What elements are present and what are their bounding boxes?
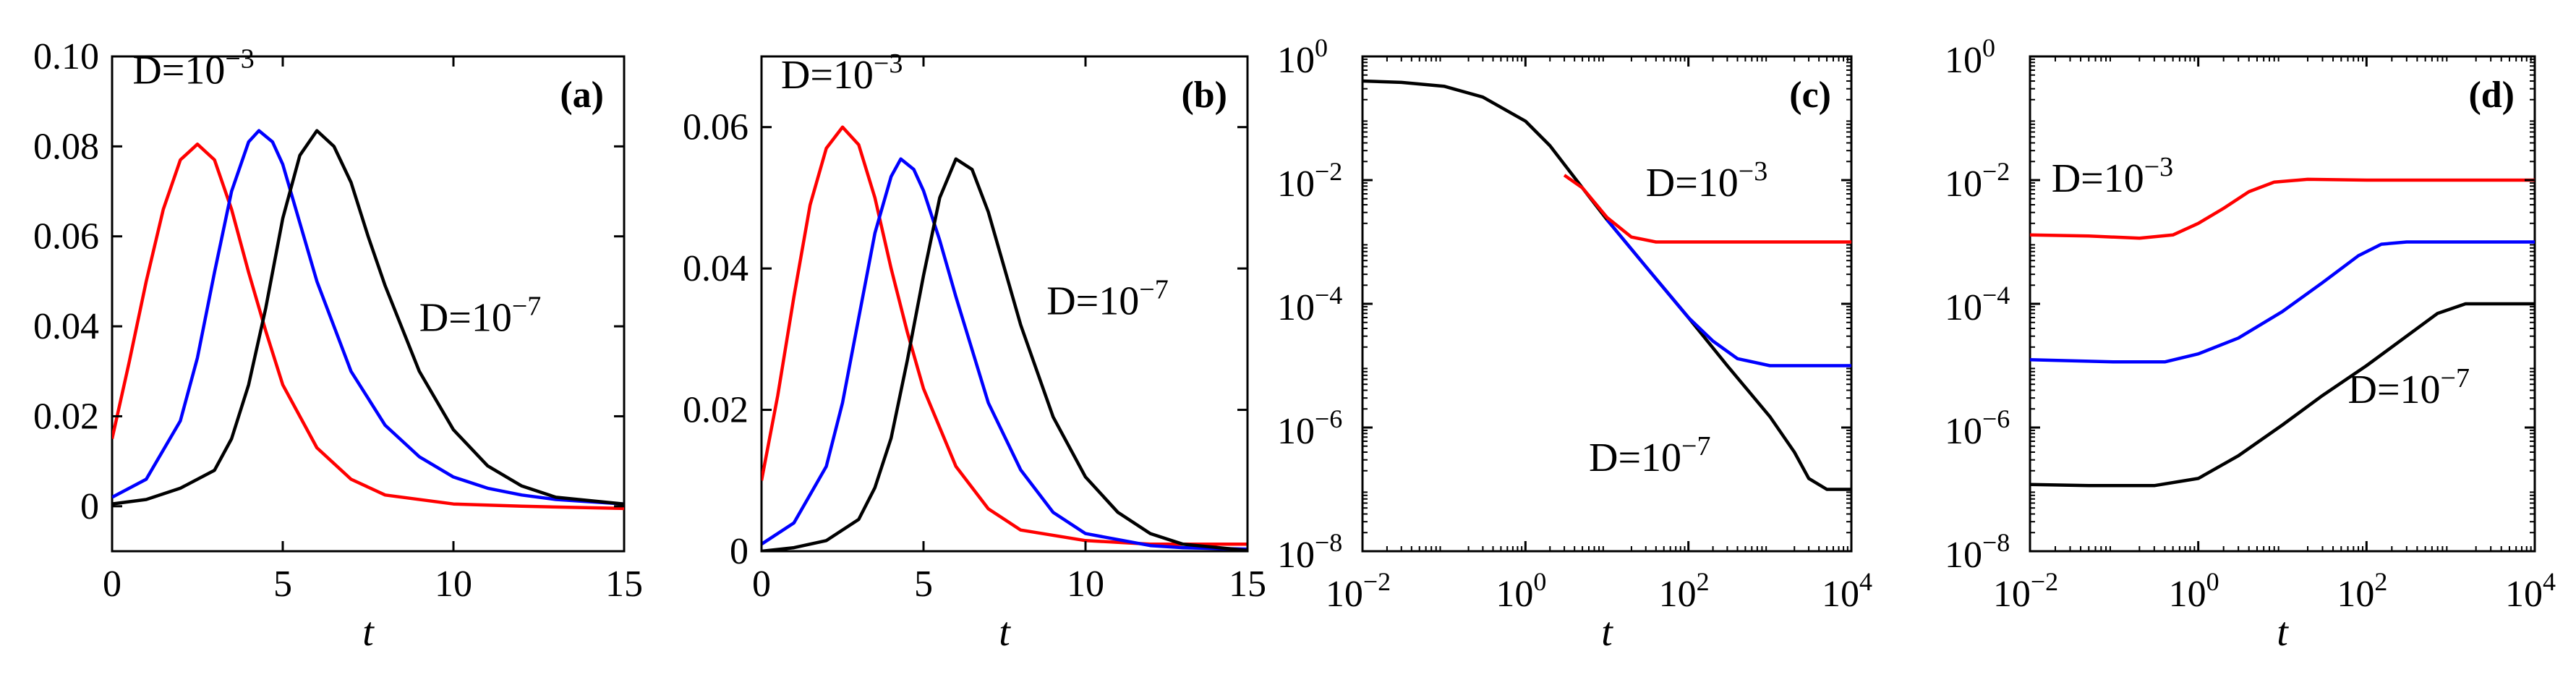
curve-annotation: D=10−3 [132,43,254,93]
y-tick-label: 10−4 [1277,281,1342,328]
x-tick-label: 15 [605,564,643,605]
y-tick-label: 10−6 [1277,404,1342,452]
y-tick-label: 0 [730,531,749,572]
x-tick-label: 5 [273,564,292,605]
x-tick-label: 104 [1822,567,1872,615]
x-tick-label: 5 [914,564,933,605]
x-tick-label: 100 [2169,567,2219,615]
series-line-0 [762,125,1248,546]
x-axis-label: t [999,610,1011,655]
y-tick-label: 0.04 [683,248,749,289]
y-tick-label: 0 [80,486,99,527]
curve-annotation: D=10−7 [2348,363,2470,412]
y-tick-label: 0.06 [683,107,749,148]
panel-label: (d) [2468,75,2515,116]
series-line-1 [762,157,1248,551]
x-axis-label: t [1601,610,1613,655]
x-axis-label: t [2277,610,2289,655]
x-axis-label: t [362,610,375,655]
x-tick-label: 100 [1496,567,1546,615]
series-line-2 [1563,174,1851,244]
y-tick-label: 0.08 [33,126,99,167]
y-tick-label: 0.10 [33,36,99,77]
series-line-1 [112,129,624,506]
panel-b: 0 5 10 15 0 0.02 0.04 0.06 t (b) D=10−3 D=10−7 [683,48,1266,655]
series-line-1 [1605,218,1851,367]
plot-frame [760,55,1249,553]
y-tick-label: 10−4 [1945,281,2010,328]
y-tick-label: 10−2 [1277,157,1342,205]
curve-annotation: D=10−3 [781,48,903,98]
series-line-1 [2030,240,2535,364]
y-tick-label: 0.06 [33,216,99,258]
series-line-2 [112,129,624,506]
x-tick-label: 0 [103,564,121,605]
y-tick-label: 100 [1945,33,1995,81]
panel-label: (b) [1181,75,1227,116]
panel-d: 10−2 100 102 104 10−8 10−6 10−4 10−2 100 t (d) D=10… [1945,33,2556,655]
plot-frame [111,55,626,553]
y-tick-label: 10−2 [1945,157,2010,205]
x-tick-label: 102 [1659,567,1710,615]
x-tick-label: 10−2 [1326,567,1391,615]
plot-frame [2029,55,2536,553]
x-tick-label: 10−2 [1993,567,2058,615]
y-tick-label: 0.02 [683,390,749,431]
curve-annotation: D=10−3 [1646,156,1767,205]
x-tick-label: 102 [2337,567,2387,615]
x-tick-label: 15 [1229,564,1266,605]
panel-label: (c) [1789,75,1831,116]
x-tick-label: 104 [2505,567,2556,615]
x-tick-label: 10 [1067,564,1104,605]
curve-annotation: D=10−7 [1046,275,1168,324]
y-tick-label: 10−8 [1277,528,1342,576]
y-tick-label: 10−8 [1945,528,2010,576]
panel-label: (a) [560,75,604,116]
series-line-0 [112,143,624,511]
x-tick-label: 0 [752,564,771,605]
panel-c: 10−2 100 102 104 10−8 10−6 10−4 10−2 100 t (c) D=10… [1277,33,1872,655]
panel-a: 0 5 10 15 0 0.02 0.04 0.06 0.08 0.10 t (a) D=10−3 D=1… [33,36,643,655]
series-line-0 [1362,79,1851,491]
curve-annotation: D=10−7 [419,291,541,340]
curve-annotation: D=10−7 [1589,431,1710,480]
x-tick-label: 10 [435,564,472,605]
y-tick-label: 10−6 [1945,404,2010,452]
series-line-0 [2030,177,2535,240]
y-tick-label: 100 [1277,33,1328,81]
y-tick-label: 0.04 [33,306,99,347]
series-line-2 [2030,302,2535,488]
y-tick-label: 0.02 [33,396,99,437]
series-line-2 [762,157,1248,551]
curve-annotation: D=10−3 [2052,152,2173,201]
